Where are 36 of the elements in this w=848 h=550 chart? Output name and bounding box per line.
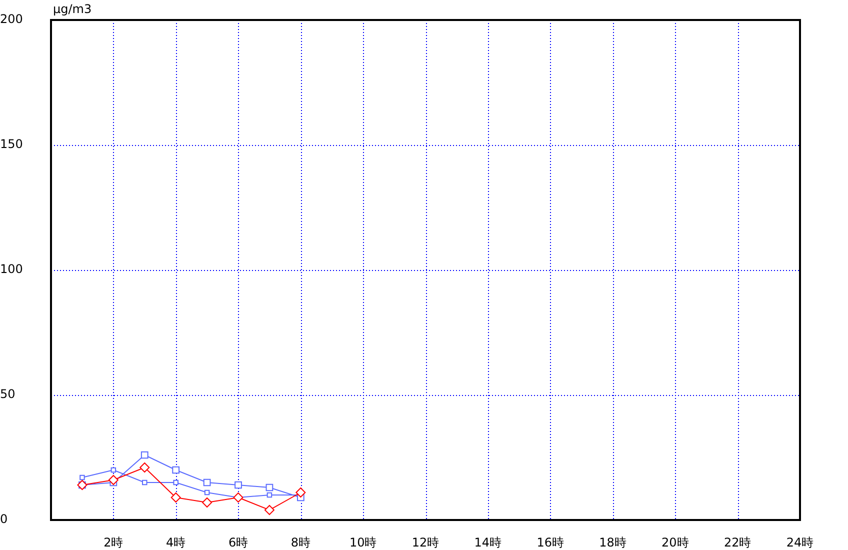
x-tick-label: 8時 <box>290 535 310 550</box>
y-tick-label: 100 <box>0 262 23 276</box>
x-tick-label: 24時 <box>786 535 814 550</box>
point <box>110 467 116 473</box>
y-tick-label: 150 <box>0 137 23 152</box>
point <box>264 505 274 515</box>
point <box>266 484 274 492</box>
x-tick-label: 22時 <box>724 535 752 550</box>
point <box>203 478 211 486</box>
x-tick-label: 10時 <box>349 535 377 550</box>
point <box>233 492 244 502</box>
y-tick-label: 200 <box>0 12 23 26</box>
y-axis-title: μg/m3 <box>53 2 92 16</box>
x-tick-label: 6時 <box>228 535 248 550</box>
point <box>204 490 210 496</box>
x-tick-label: 2時 <box>104 535 124 550</box>
point <box>142 480 148 486</box>
point <box>108 475 118 485</box>
x-tick-label: 4時 <box>166 535 186 550</box>
point <box>202 498 212 508</box>
point <box>234 481 242 489</box>
point <box>170 492 181 502</box>
x-tick-label: 14時 <box>474 535 502 550</box>
x-tick-label: 16時 <box>536 535 564 550</box>
point <box>80 474 85 480</box>
x-tick-label: 18時 <box>599 535 626 550</box>
point <box>266 492 272 498</box>
point <box>172 466 180 474</box>
y-tick-label: 0 <box>0 512 8 526</box>
point <box>296 488 306 498</box>
point <box>140 451 148 459</box>
x-tick-label: 12時 <box>412 535 440 550</box>
x-tick-label: 20時 <box>662 535 689 550</box>
point <box>140 462 150 472</box>
point <box>173 480 178 486</box>
y-tick-label: 50 <box>0 387 16 402</box>
